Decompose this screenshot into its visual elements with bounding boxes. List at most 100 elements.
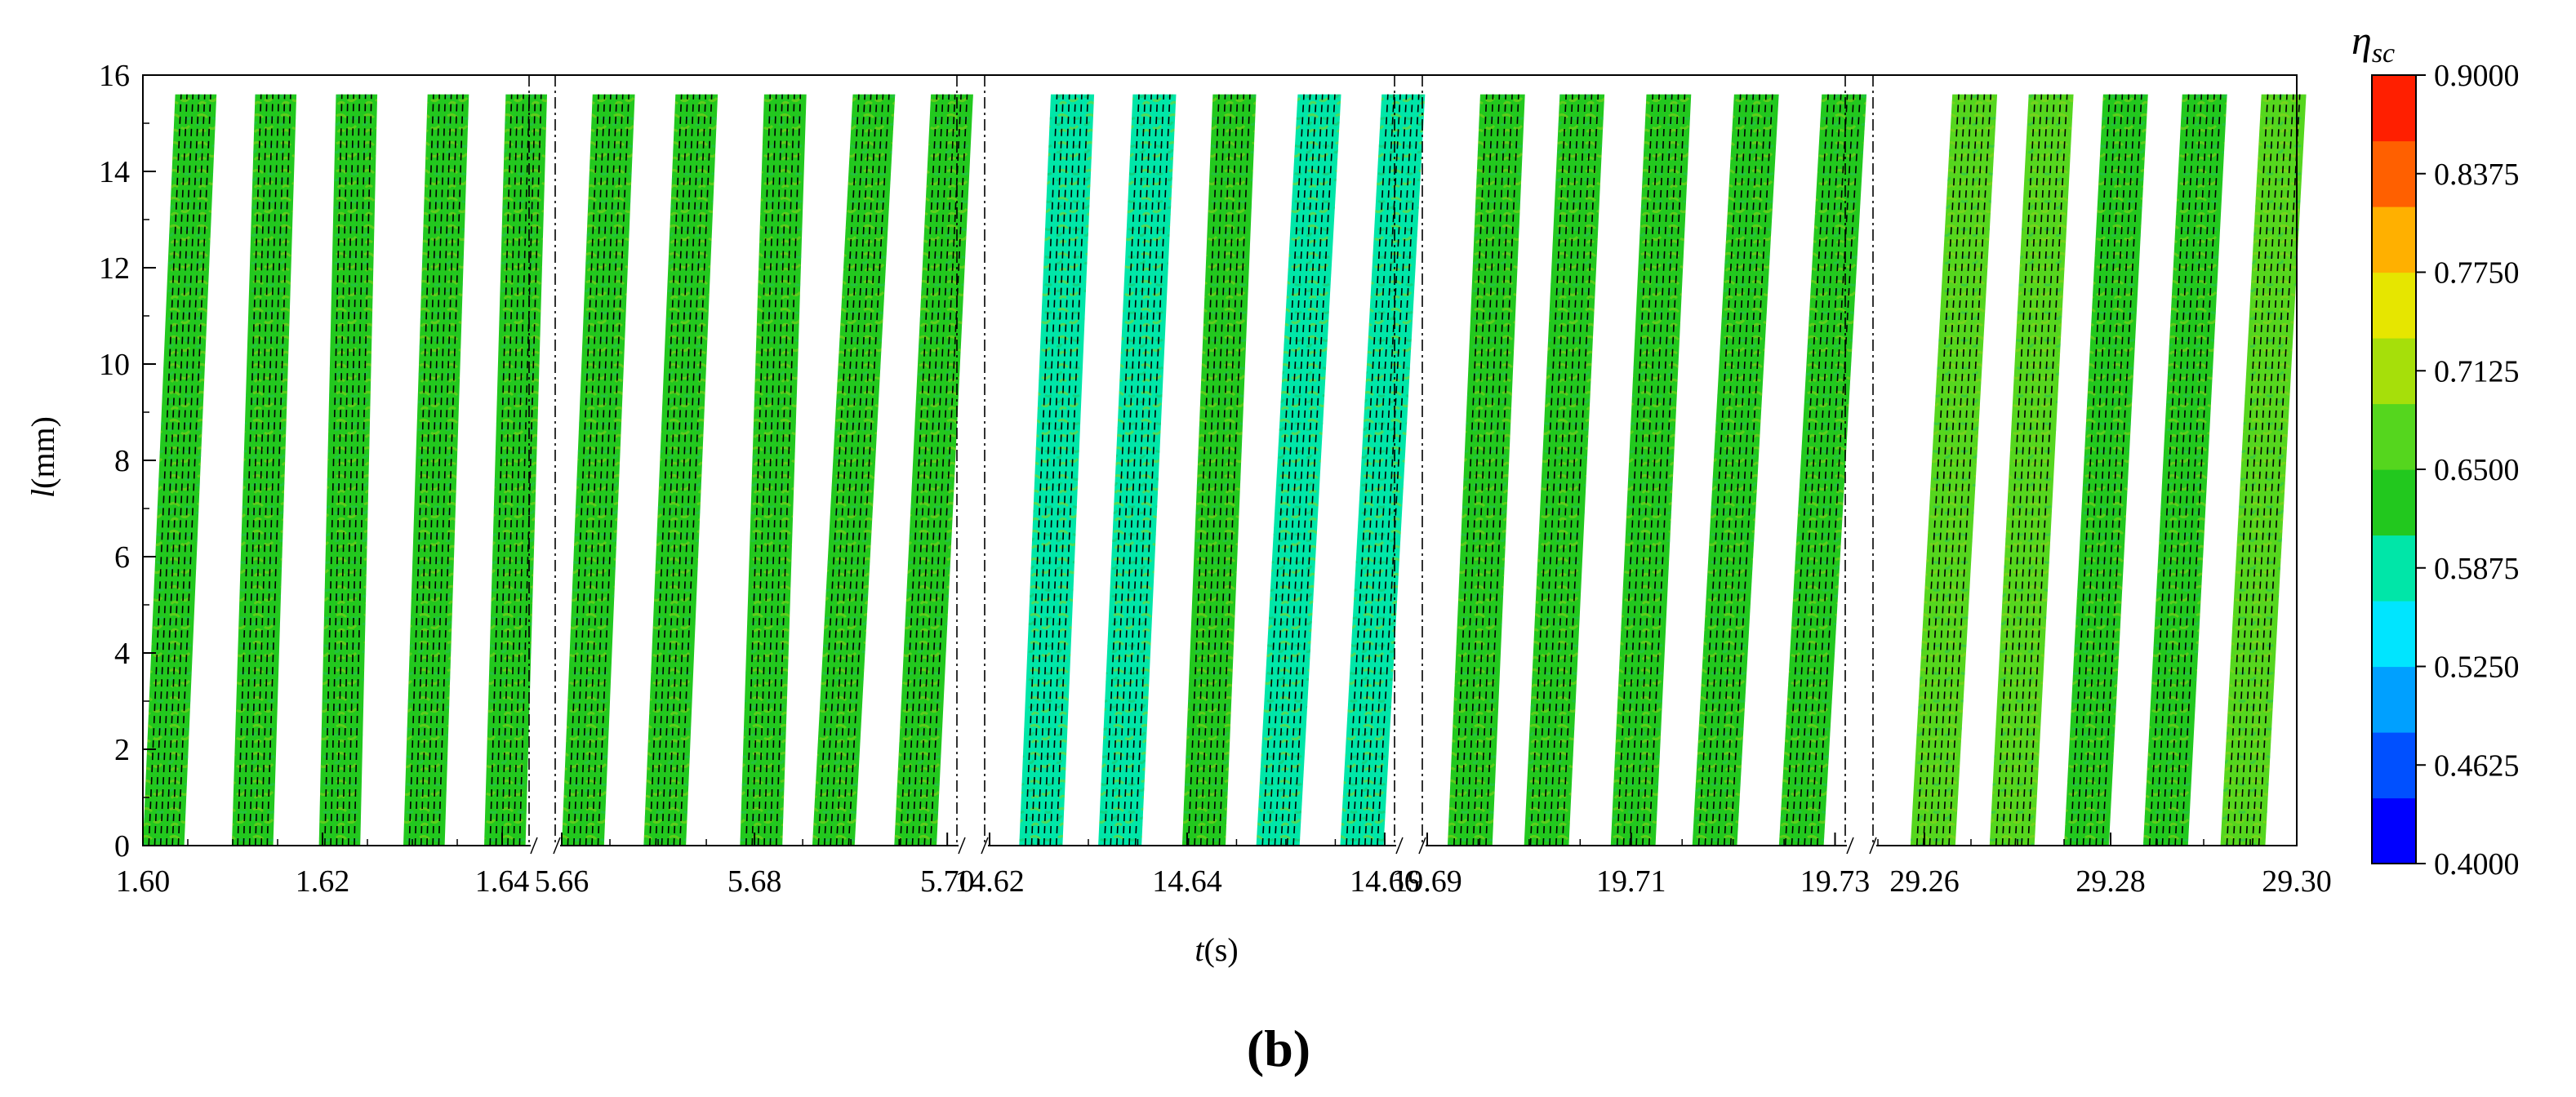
stripe-gridline (2155, 94, 2196, 846)
stripe-gridline (591, 94, 624, 846)
stripe-gridline (1804, 94, 1849, 846)
panel-label: (b) (1247, 1019, 1310, 1077)
stripe-texture (484, 94, 548, 846)
stripe-gridline (260, 94, 286, 846)
stripe-texture (318, 94, 378, 846)
stripe-gridline (2027, 94, 2068, 846)
stripe-gridline (408, 94, 434, 846)
stripe-gridline (1648, 94, 1686, 846)
stripe-gridline (923, 94, 962, 846)
stripe-gridline (1616, 94, 1654, 846)
stripe-gridline (242, 94, 268, 846)
stripe-gridline (918, 94, 956, 846)
stripe-gridline (1286, 94, 1330, 846)
stripe-texture (143, 94, 217, 846)
stripe-gridline (1218, 94, 1251, 846)
stripe-gridline (1915, 94, 1960, 846)
stripe-gridline (2095, 94, 2136, 846)
stripe-gridline (2232, 94, 2276, 846)
stripe-gridline (1948, 94, 1992, 846)
axis-break-mark (553, 837, 561, 855)
stripe-gridline (341, 94, 361, 846)
stripe-gridline (1816, 94, 1862, 846)
stripe-gridline (751, 94, 777, 846)
stripe-texture (562, 94, 635, 846)
stripe-gridline (1717, 94, 1760, 846)
stripe-gridline (1267, 94, 1311, 846)
colorbar-tick-label: 0.9000 (2434, 59, 2520, 93)
stripe-gridline (414, 94, 440, 846)
stripe-gridline (237, 94, 262, 846)
stripe-gridline (1199, 94, 1232, 846)
stripe-gridline (432, 94, 458, 846)
stripe-gridline (354, 94, 372, 846)
stripe-gridline (2021, 94, 2062, 846)
axis-break-gap (1847, 842, 1876, 849)
colorbar-tick-label: 0.8375 (2434, 158, 2520, 192)
colorbar-tick-label: 0.5875 (2434, 552, 2520, 586)
colorbar-swatch (2372, 732, 2416, 799)
stripe-gridline (1212, 94, 1245, 846)
colorbar-swatch (2372, 797, 2416, 864)
stripe-texture (231, 94, 297, 846)
stripe-gridline (648, 94, 683, 846)
stripe-gridline (2070, 94, 2111, 846)
stripe-gridline (905, 94, 944, 846)
stripe-texture (1910, 94, 1998, 846)
x-tick-label: 5.70 (920, 864, 975, 899)
x-tick-label: 1.62 (296, 864, 350, 899)
stripe-gridline (775, 94, 802, 846)
stripe-gridline (2161, 94, 2203, 846)
stripe-gridline (848, 94, 890, 846)
stripe-gridline (513, 94, 536, 846)
stripe-gridline (1536, 94, 1573, 846)
stripe-texture (1098, 94, 1177, 846)
stripe-texture (740, 94, 807, 846)
stripe-gridline (1453, 94, 1488, 846)
stripe-gridline (1729, 94, 1773, 846)
axis-break-mark (530, 837, 538, 855)
stripe-gridline (1466, 94, 1501, 846)
stripe-gridline (1346, 94, 1389, 846)
stripe-gridline (678, 94, 713, 846)
stripe-texture (1989, 94, 2074, 846)
x-tick-label: 14.66 (1350, 864, 1420, 899)
stripe-gridline (1697, 94, 1742, 846)
stripe-gridline (426, 94, 452, 846)
stripe-gridline (823, 94, 866, 846)
stripe-gridline (159, 94, 194, 846)
y-axis-title: l(mm) (24, 416, 61, 498)
stripe-gridline (2148, 94, 2190, 846)
stripe-gridline (420, 94, 447, 846)
stripe-gridline (579, 94, 612, 846)
stripe-gridline (1929, 94, 1973, 846)
stripe-gridline (177, 94, 211, 846)
stripe-gridline (2075, 94, 2117, 846)
stripe-gridline (1942, 94, 1986, 846)
stripe-gridline (1784, 94, 1829, 846)
colorbar-swatch (2372, 469, 2416, 536)
colorbar-title-subscript: sc (2372, 38, 2395, 69)
colorbar-tick-label: 0.4625 (2434, 748, 2520, 783)
colorbar-swatch (2372, 535, 2416, 602)
stripe-gridline (2089, 94, 2130, 846)
stripe-texture (2142, 94, 2227, 846)
stripe-gridline (255, 94, 280, 846)
colorbar-swatch (2372, 666, 2416, 733)
stripe-gridline (336, 94, 354, 846)
stripe-gridline (769, 94, 795, 846)
x-tick-label: 29.30 (2262, 864, 2332, 899)
stripe-gridline (2239, 94, 2282, 846)
colorbar-tick-label: 0.7750 (2434, 256, 2520, 291)
stripe-texture (894, 94, 973, 846)
colorbar-swatch (2372, 207, 2416, 273)
stripe-gridline (1280, 94, 1324, 846)
x-tick-label: 1.64 (475, 864, 530, 899)
stripe-gridline (495, 94, 518, 846)
x-axis-var: t (1195, 931, 1204, 968)
x-tick-label: 14.64 (1152, 864, 1222, 899)
axis-break-mark (1869, 837, 1877, 855)
stripe-gridline (763, 94, 790, 846)
x-tick-label: 5.66 (535, 864, 589, 899)
